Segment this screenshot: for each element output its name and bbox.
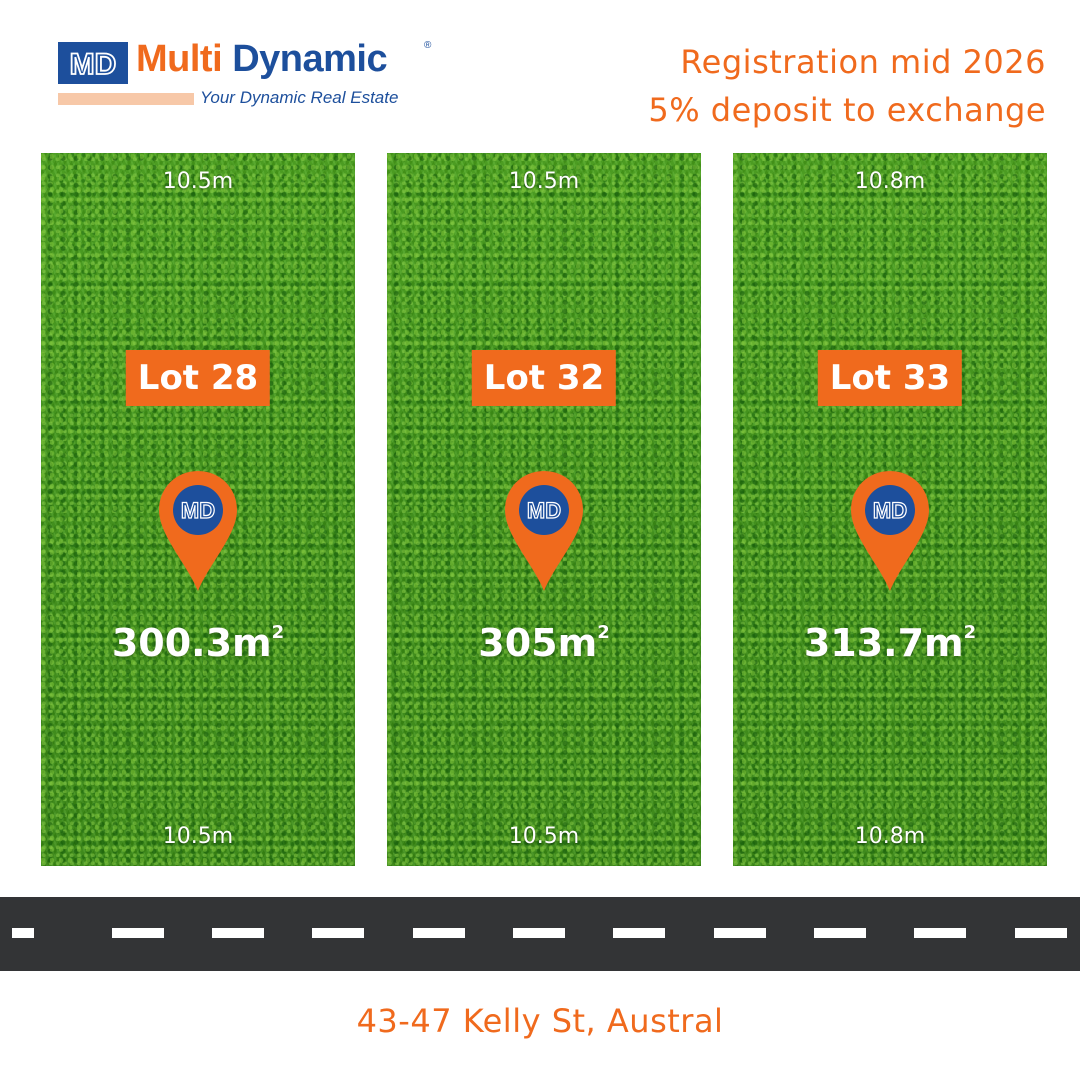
svg-text:MD: MD bbox=[873, 498, 907, 523]
location-pin-icon: MD bbox=[157, 469, 239, 593]
area-unit-superscript: 2 bbox=[597, 622, 610, 643]
svg-text:MD: MD bbox=[70, 48, 117, 81]
headline-registration: Registration mid 2026 bbox=[680, 43, 1046, 81]
md-monogram-icon: MD bbox=[58, 42, 128, 84]
lot-area: 305m2 bbox=[387, 621, 701, 665]
brand-tagline: Your Dynamic Real Estate bbox=[200, 88, 399, 107]
lot-frontage-bottom: 10.5m bbox=[508, 824, 580, 849]
lot-area: 300.3m2 bbox=[41, 621, 355, 665]
lot-label: Lot 28 bbox=[125, 350, 271, 406]
lot-area-value: 300.3m bbox=[111, 621, 272, 665]
location-pin-icon: MD bbox=[503, 469, 585, 593]
lot-frontage-bottom: 10.8m bbox=[854, 824, 926, 849]
registered-mark: ® bbox=[424, 40, 432, 51]
lot-frontage-top: 10.5m bbox=[508, 169, 580, 194]
lot-label: Lot 32 bbox=[471, 350, 617, 406]
tagline-bar bbox=[58, 93, 194, 105]
headline-deposit: 5% deposit to exchange bbox=[648, 91, 1046, 129]
property-address: 43-47 Kelly St, Austral bbox=[356, 1002, 724, 1040]
road-lane-markings bbox=[12, 928, 1067, 938]
brand-name-second: Dynamic bbox=[232, 38, 388, 80]
brand-name-first: Multi bbox=[136, 38, 223, 80]
brand-logo: MD Multi Dynamic ® Your Dynamic Real Est… bbox=[58, 38, 431, 112]
area-unit-superscript: 2 bbox=[271, 622, 285, 643]
location-pin-icon: MD bbox=[849, 469, 931, 593]
lot-label: Lot 33 bbox=[817, 350, 963, 406]
lot-frontage-bottom: 10.5m bbox=[162, 824, 234, 849]
lot-frontage-top: 10.5m bbox=[162, 169, 234, 194]
lot-area-value: 305m bbox=[478, 621, 598, 665]
lot-area-value: 313.7m bbox=[803, 621, 964, 665]
brand-name: Multi Dynamic bbox=[136, 38, 388, 81]
svg-text:MD: MD bbox=[527, 498, 561, 523]
lot-frontage-top: 10.8m bbox=[854, 169, 926, 194]
area-unit-superscript: 2 bbox=[963, 622, 977, 643]
lot-area: 313.7m2 bbox=[733, 621, 1047, 665]
svg-text:MD: MD bbox=[181, 498, 215, 523]
headline: Registration mid 2026 5% deposit to exch… bbox=[648, 38, 1046, 134]
road-strip bbox=[0, 897, 1080, 971]
lot-plot-32: 10.5m Lot 32 MD 305m2 10.5m bbox=[387, 153, 701, 866]
lot-plot-28: 10.5m Lot 28 MD 300.3m2 10.5m bbox=[41, 153, 355, 866]
lot-plot-33: 10.8m Lot 33 MD 313.7m2 10.8m bbox=[733, 153, 1047, 866]
